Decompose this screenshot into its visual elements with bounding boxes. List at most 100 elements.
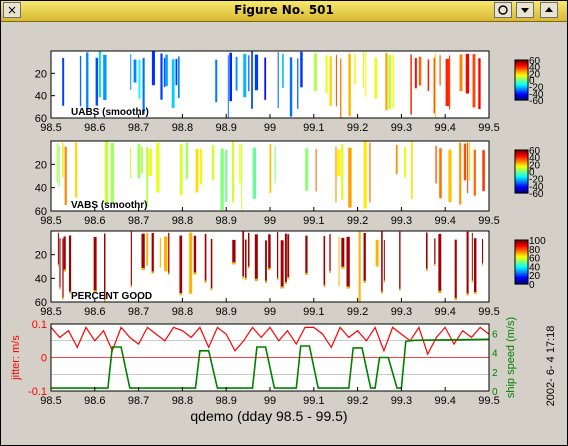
heatmap-cell [151, 271, 154, 274]
heatmap-cell [179, 144, 183, 196]
heatmap-cell [68, 291, 72, 294]
heatmap-cell [189, 232, 193, 294]
heatmap-cell [465, 53, 470, 94]
heatmap-cell [363, 232, 366, 283]
title-bar[interactable]: × Figure No. 501 [1, 1, 567, 22]
x-tick-label: 98.6 [84, 215, 105, 227]
colorbar-swatch [515, 80, 528, 83]
x-tick-label: 98.8 [172, 395, 193, 407]
heatmap-cell [220, 148, 224, 211]
heatmap-cell [375, 264, 379, 267]
close-icon: × [6, 3, 18, 17]
colorbar-swatch [515, 282, 528, 285]
heatmap-cell [254, 234, 258, 281]
x-tick-label: 99.5 [478, 395, 499, 407]
heatmap-cell [179, 235, 183, 296]
heatmap-cell [227, 55, 229, 118]
heatmap-cell [434, 263, 436, 266]
colorbar-swatch [515, 243, 528, 247]
sticky-button[interactable] [494, 2, 512, 18]
heatmap-cell [289, 57, 293, 117]
heatmap-cell [404, 146, 407, 178]
minimize-button[interactable] [516, 2, 534, 18]
maximize-button[interactable] [540, 2, 558, 18]
heatmap-cell [466, 231, 469, 296]
colorbar-swatch [515, 256, 528, 259]
x-tick-label: 99.5 [478, 306, 499, 318]
heatmap-cell [473, 149, 476, 196]
x-axis-title: qdemo (dday 98.5 - 99.5) [190, 408, 347, 424]
heatmap-cell [482, 150, 485, 192]
minimize-icon [521, 8, 529, 13]
y-tick-label: 60 [35, 206, 47, 218]
heatmap-cell [177, 56, 180, 98]
x-tick-label: 99 [264, 215, 276, 227]
x-tick-label: 99.3 [391, 395, 412, 407]
heatmap-cell [268, 267, 271, 270]
heatmap-cell [297, 58, 299, 109]
heatmap-cell [159, 237, 161, 268]
colorbar-swatch [515, 180, 528, 183]
figure-canvas: UABS (smoothr) 98.5 98.6 98.7 98.8 98.9 99 99.1… [10, 50, 557, 424]
right-y-tick-label: 6 [492, 330, 498, 341]
x-tick-label: 98.8 [172, 306, 193, 318]
heatmap-cell [247, 266, 250, 269]
colorbar-swatch [515, 164, 528, 167]
heatmap-cell [168, 272, 170, 275]
heatmap-cell [427, 59, 430, 91]
left-y-tick-label: 0 [41, 353, 47, 365]
heatmap-cell [242, 276, 245, 279]
left-y-tick-label: -0.1 [28, 386, 47, 398]
heatmap-cell [433, 57, 435, 114]
x-tick-label: 98.9 [215, 215, 236, 227]
y-tick-label: 40 [35, 273, 47, 285]
x-tick-label: 98.8 [172, 215, 193, 227]
heatmap-cell [210, 238, 213, 291]
heatmap-cell [140, 146, 143, 174]
colorbar-swatch [515, 271, 528, 274]
heatmap-cell [248, 55, 250, 92]
x-tick-label: 98.9 [215, 122, 236, 134]
colorbar-tick-label: -40 [529, 182, 544, 193]
colorbar-swatch [515, 273, 528, 276]
colorbar-swatch [515, 91, 528, 94]
x-tick-label: 99.1 [303, 306, 324, 318]
colorbar-swatch [515, 63, 528, 66]
colorbar-swatch [515, 249, 528, 252]
heatmap-cell [325, 55, 328, 94]
colorbar-swatch [515, 60, 528, 63]
colorbar-swatch [515, 153, 528, 156]
panel-label: VABS (smoothr) [71, 200, 147, 211]
x-tick-label: 98.6 [84, 306, 105, 318]
heatmap-cell [193, 272, 197, 275]
close-button[interactable]: × [3, 2, 21, 18]
heatmap-cell [434, 238, 436, 266]
heatmap-cell [329, 56, 332, 106]
heatmap-cell [277, 52, 279, 109]
heatmap-cell [300, 51, 303, 88]
heatmap-cell [363, 280, 366, 283]
heatmap-cell [471, 280, 473, 283]
colorbar-swatch [515, 269, 528, 272]
colorbar-swatch [515, 157, 528, 160]
colorbar-swatch [515, 260, 528, 263]
heatmap-cell [59, 287, 61, 290]
heatmap-cell [399, 288, 401, 291]
colorbar-swatch [515, 247, 528, 250]
x-tick-label: 99.4 [434, 122, 455, 134]
colorbar-swatch [515, 184, 528, 187]
colorbar-swatch [515, 65, 528, 68]
x-tick-label: 99.3 [391, 215, 412, 227]
heatmap-cell [438, 233, 442, 293]
heatmap-cell [463, 143, 467, 181]
colorbar-tick-label: 0 [529, 76, 535, 87]
heatmap-cell [56, 143, 58, 183]
heatmap-cell [341, 237, 345, 269]
x-tick-label: 99.1 [303, 122, 324, 134]
colorbar-tick-label: 60 [529, 56, 541, 67]
heatmap-cell [110, 142, 114, 204]
heatmap-cell [276, 232, 279, 281]
colorbar-swatch [515, 274, 528, 278]
heatmap-cell [276, 278, 279, 281]
